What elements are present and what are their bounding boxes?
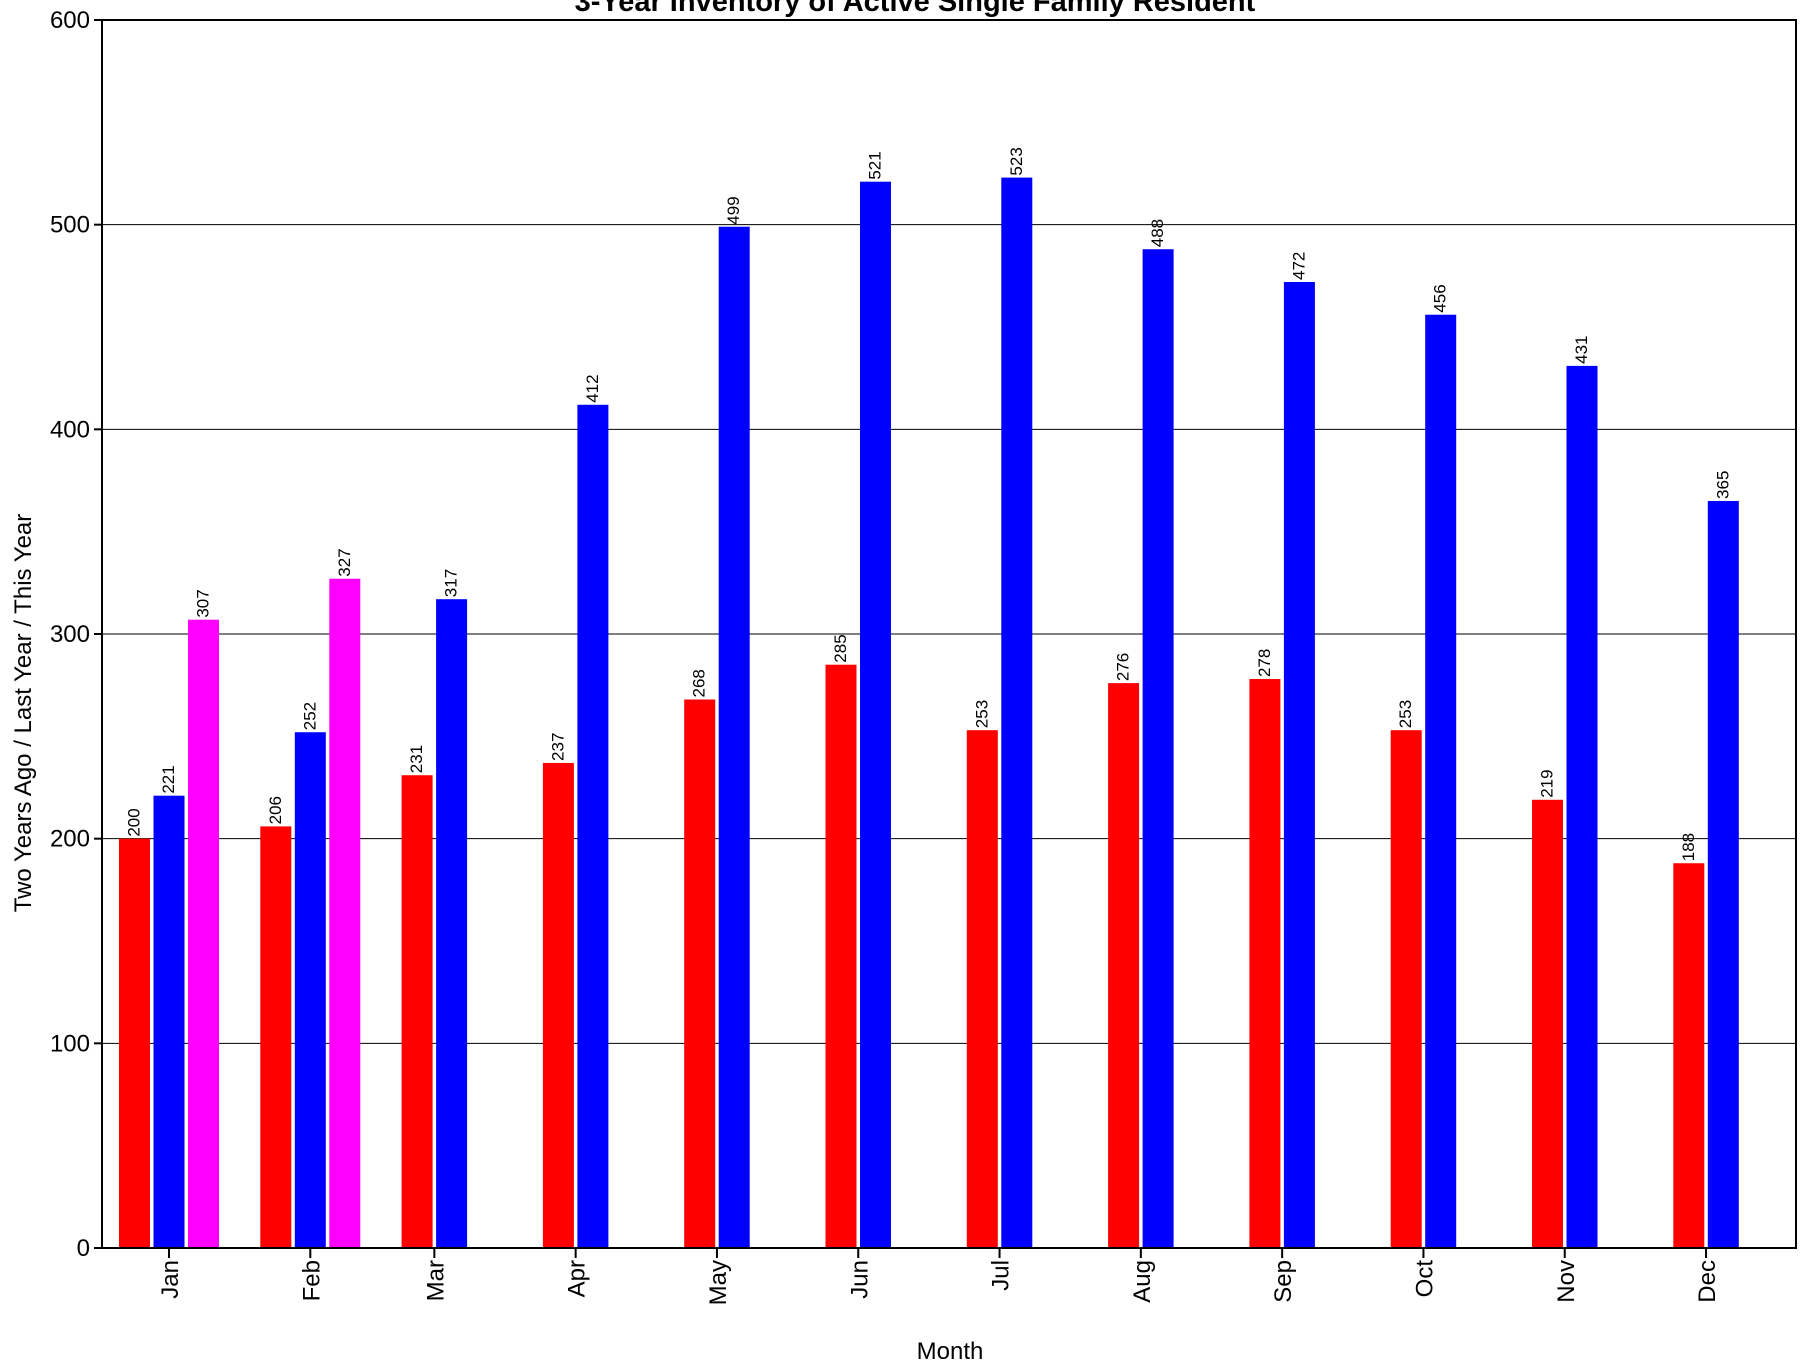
y-tick-label: 200	[50, 826, 90, 853]
bar-value-label: 237	[548, 733, 567, 761]
x-tick-label: Apr	[564, 1260, 591, 1297]
bar-value-label: 521	[866, 151, 885, 179]
bar	[1001, 177, 1033, 1248]
bar-value-label: 252	[300, 702, 319, 730]
x-tick-label: Jul	[988, 1260, 1015, 1291]
bar-value-label: 221	[159, 765, 178, 793]
y-axis-label: Two Years Ago / Last Year / This Year	[10, 514, 37, 913]
bar-value-label: 285	[831, 634, 850, 662]
bar	[436, 599, 468, 1248]
bar	[1142, 249, 1174, 1248]
bar-value-label: 188	[1679, 833, 1698, 861]
data-labels: 200 221 307 206 252 327 231 317 237 412 268 499 285 5…	[125, 147, 1733, 861]
x-tick-label: May	[705, 1260, 732, 1305]
bar-value-label: 276	[1114, 653, 1133, 681]
x-axis-label: Month	[917, 1338, 984, 1365]
bar	[1673, 863, 1705, 1248]
bar	[1390, 730, 1422, 1248]
bar	[542, 762, 574, 1248]
bar	[1283, 281, 1315, 1248]
y-tick-label: 500	[50, 212, 90, 239]
x-tick-label: Oct	[1411, 1260, 1438, 1298]
x-tick-label: Sep	[1270, 1260, 1297, 1303]
chart-title: 3-Year Inventory of Active Single Family…	[575, 0, 1256, 18]
bar	[119, 838, 150, 1248]
bar	[188, 619, 219, 1248]
x-axis-ticks: Jan Feb Mar Apr May Jun Jul Aug Sep Oct Nov Dec	[157, 1248, 1721, 1305]
x-tick-label: Dec	[1694, 1260, 1721, 1303]
bar-value-label: 523	[1007, 147, 1026, 175]
bar-value-label: 253	[1396, 700, 1415, 728]
bar-value-label: 412	[583, 374, 602, 402]
bar	[1108, 683, 1140, 1248]
bar-value-label: 488	[1148, 219, 1167, 247]
bar-value-label: 219	[1538, 769, 1557, 797]
bar	[1425, 314, 1457, 1249]
bar-value-label: 278	[1255, 649, 1274, 677]
bar	[1249, 679, 1281, 1248]
bar	[577, 404, 609, 1249]
bar	[1532, 799, 1563, 1248]
bar-value-label: 268	[690, 669, 709, 697]
bar-value-label: 456	[1431, 284, 1450, 312]
x-tick-label: Feb	[298, 1260, 325, 1301]
y-tick-label: 300	[50, 621, 90, 648]
y-tick-label: 600	[50, 7, 90, 34]
bar	[329, 578, 361, 1248]
x-tick-label: Jun	[846, 1260, 873, 1299]
x-tick-label: Aug	[1129, 1260, 1156, 1303]
x-tick-label: Jan	[157, 1260, 184, 1299]
bar-value-label: 307	[194, 589, 213, 617]
bar	[153, 795, 185, 1248]
bar	[718, 226, 750, 1249]
bar	[860, 181, 891, 1249]
bar-value-label: 317	[442, 569, 461, 597]
bar-value-label: 200	[125, 808, 144, 836]
gridlines	[102, 224, 1796, 1044]
bar	[684, 699, 716, 1248]
x-tick-label: Mar	[422, 1260, 449, 1301]
bar-value-label: 499	[724, 196, 743, 224]
bar	[825, 664, 857, 1248]
bar-value-label: 431	[1572, 336, 1591, 364]
bar-value-label: 365	[1713, 471, 1732, 499]
bar	[1566, 365, 1598, 1248]
bar	[401, 775, 433, 1248]
y-tick-label: 100	[50, 1030, 90, 1057]
bar-value-label: 327	[335, 548, 354, 576]
bar	[294, 732, 326, 1248]
bar-value-label: 231	[407, 745, 426, 773]
bar	[1707, 500, 1739, 1248]
bar-value-label: 206	[266, 796, 285, 824]
bars	[119, 177, 1739, 1249]
bar	[966, 730, 998, 1248]
bar-value-label: 253	[972, 700, 991, 728]
bar-value-label: 472	[1289, 252, 1308, 280]
bar	[260, 826, 292, 1248]
y-tick-label: 400	[50, 416, 90, 443]
x-tick-label: Nov	[1553, 1260, 1580, 1303]
y-tick-label: 0	[77, 1235, 90, 1262]
y-axis-ticks: 0 100 200 300 400 500 600	[50, 7, 102, 1262]
